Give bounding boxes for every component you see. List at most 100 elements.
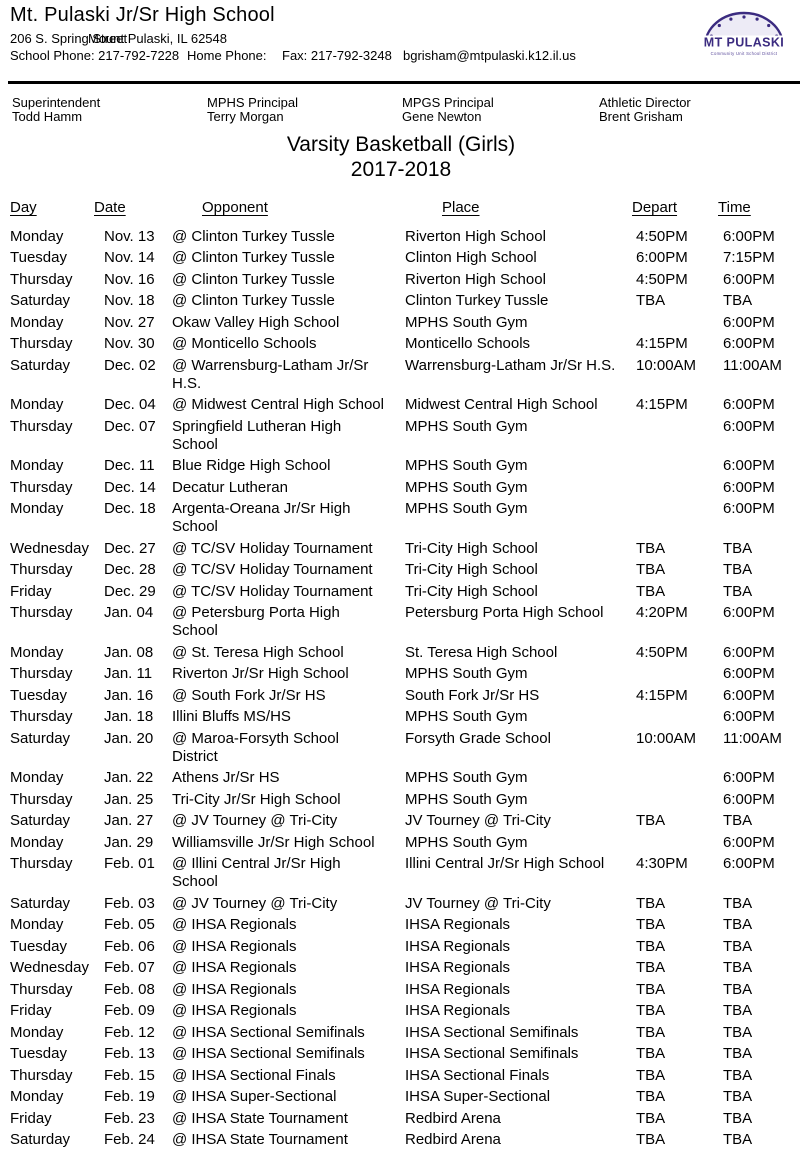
- cell-time: 6:00PM: [723, 313, 775, 331]
- cell-time: 6:00PM: [723, 769, 775, 787]
- cell-day: Monday: [10, 833, 64, 851]
- cell-time: 11:00AM: [723, 729, 782, 747]
- cell-time: 11:00AM: [723, 356, 782, 374]
- cell-opponent: @ IHSA Super-Sectional: [172, 1088, 337, 1106]
- cell-date: Nov. 27: [104, 313, 155, 331]
- cell-date: Jan. 16: [104, 686, 154, 704]
- table-row: Saturday Feb. 24 @ IHSA State Tournament…: [10, 1130, 792, 1152]
- cell-depart: 4:20PM: [636, 604, 688, 622]
- cell-time: TBA: [723, 292, 753, 310]
- table-row: Thursday Jan. 25 Tri-City Jr/Sr High Sch…: [10, 789, 792, 811]
- cell-opponent: Okaw Valley High School: [172, 313, 340, 331]
- cell-time: TBA: [723, 1109, 753, 1127]
- cell-time: TBA: [723, 894, 753, 912]
- cell-opponent: @ JV Tourney @ Tri-City: [172, 894, 338, 912]
- cell-date: Jan. 25: [104, 790, 154, 808]
- cell-date: Nov. 14: [104, 249, 155, 267]
- table-row: Tuesday Feb. 13 @ IHSA Sectional Semifin…: [10, 1044, 792, 1066]
- cell-place: St. Teresa High School: [405, 643, 558, 661]
- cell-place: MPHS South Gym: [405, 417, 528, 435]
- cell-place: MPHS South Gym: [405, 478, 528, 496]
- cell-opponent: @ IHSA Regionals: [172, 980, 297, 998]
- title-sport: Varsity Basketball (Girls): [286, 133, 516, 156]
- table-row: Tuesday Nov. 14 @ Clinton Turkey Tussle …: [10, 248, 792, 270]
- cell-day: Saturday: [10, 812, 71, 830]
- cell-depart: 4:50PM: [636, 643, 688, 661]
- cell-place: Tri-City High School: [405, 582, 538, 600]
- cell-place: IHSA Regionals: [405, 980, 511, 998]
- cell-opponent: @ IHSA Sectional Semifinals: [172, 1023, 365, 1041]
- cell-depart: 4:30PM: [636, 855, 688, 873]
- cell-date: Jan. 20: [104, 729, 154, 747]
- document-title: Varsity Basketball (Girls) 2017-2018: [10, 132, 792, 182]
- table-row: Monday Jan. 22 Athens Jr/Sr HS MPHS Sout…: [10, 768, 792, 790]
- cell-depart: TBA: [636, 1045, 666, 1063]
- cell-opponent: @ TC/SV Holiday Tournament: [172, 561, 373, 579]
- table-row: Thursday Jan. 18 Illini Bluffs MS/HS MPH…: [10, 707, 792, 729]
- cell-depart: [632, 457, 718, 475]
- fax-number: Fax: 217-792-3248: [282, 48, 392, 63]
- cell-day: Thursday: [10, 270, 73, 288]
- cell-day: Thursday: [10, 417, 73, 435]
- cell-time: 6:00PM: [723, 270, 775, 288]
- cell-opponent: Riverton Jr/Sr High School: [172, 665, 349, 683]
- cell-opponent: Illini Bluffs MS/HS: [172, 708, 291, 726]
- cell-time: 6:00PM: [723, 604, 775, 622]
- table-row: Thursday Dec. 28 @ TC/SV Holiday Tournam…: [10, 560, 792, 582]
- cell-day: Monday: [10, 916, 64, 934]
- cell-depart: TBA: [636, 1002, 666, 1020]
- table-row: Saturday Dec. 02 @ Warrensburg-Latham Jr…: [10, 355, 792, 395]
- cell-depart: 4:15PM: [636, 686, 688, 704]
- table-row: Monday Jan. 08 @ St. Teresa High School …: [10, 642, 792, 664]
- cell-date: Jan. 22: [104, 769, 154, 787]
- cell-opponent: Blue Ridge High School: [172, 457, 331, 475]
- cell-date: Jan. 29: [104, 833, 154, 851]
- address-street: 206 S. Spring Street: [10, 31, 128, 46]
- column-header-day: Day: [10, 199, 37, 216]
- cell-depart: TBA: [636, 916, 666, 934]
- cell-day: Thursday: [10, 561, 73, 579]
- address-city: Mount Pulaski, IL 62548: [88, 31, 227, 46]
- table-row: Tuesday Feb. 06 @ IHSA Regionals IHSA Re…: [10, 936, 792, 958]
- cell-day: Thursday: [10, 604, 73, 622]
- table-row: Thursday Dec. 07 Springfield Lutheran Hi…: [10, 416, 792, 456]
- cell-day: Thursday: [10, 790, 73, 808]
- cell-time: TBA: [723, 582, 753, 600]
- cell-date: Feb. 24: [104, 1131, 155, 1149]
- cell-time: TBA: [723, 539, 753, 557]
- cell-place: Forsyth Grade School: [405, 729, 551, 747]
- cell-depart: [632, 500, 718, 536]
- cell-date: Feb. 07: [104, 959, 155, 977]
- cell-opponent: Decatur Lutheran: [172, 478, 288, 496]
- cell-date: Dec. 02: [104, 356, 156, 374]
- cell-day: Thursday: [10, 980, 73, 998]
- logo-tagline: Community Unit School District: [711, 51, 778, 56]
- cell-opponent: @ Clinton Turkey Tussle: [172, 270, 335, 288]
- table-row: Monday Feb. 12 @ IHSA Sectional Semifina…: [10, 1022, 792, 1044]
- cell-depart: TBA: [636, 561, 666, 579]
- cell-time: 6:00PM: [723, 833, 775, 851]
- cell-time: 6:00PM: [723, 478, 775, 496]
- cell-day: Thursday: [10, 335, 73, 353]
- staff-title: MPHS Principal: [207, 95, 299, 110]
- cell-depart: 4:50PM: [636, 227, 688, 245]
- cell-date: Feb. 06: [104, 937, 155, 955]
- cell-opponent: Tri-City Jr/Sr High School: [172, 790, 341, 808]
- cell-depart: 4:50PM: [636, 270, 688, 288]
- school-name: Mt. Pulaski Jr/Sr High School: [10, 4, 275, 26]
- cell-opponent: @ St. Teresa High School: [172, 643, 344, 661]
- divider-rule: [8, 81, 800, 84]
- cell-day: Saturday: [10, 356, 71, 374]
- cell-opponent: @ TC/SV Holiday Tournament: [172, 582, 373, 600]
- table-row: Saturday Feb. 03 @ JV Tourney @ Tri-City…: [10, 893, 792, 915]
- cell-day: Monday: [10, 396, 64, 414]
- cell-place: JV Tourney @ Tri-City: [405, 812, 551, 830]
- cell-opponent: Argenta-Oreana Jr/Sr High School: [172, 500, 351, 536]
- cell-time: 6:00PM: [723, 855, 775, 873]
- cell-place: MPHS South Gym: [405, 313, 528, 331]
- cell-day: Friday: [10, 582, 52, 600]
- cell-date: Feb. 23: [104, 1109, 155, 1127]
- cell-depart: TBA: [636, 539, 666, 557]
- cell-time: 6:00PM: [723, 665, 775, 683]
- email-address: bgrisham@mtpulaski.k12.il.us: [403, 48, 576, 63]
